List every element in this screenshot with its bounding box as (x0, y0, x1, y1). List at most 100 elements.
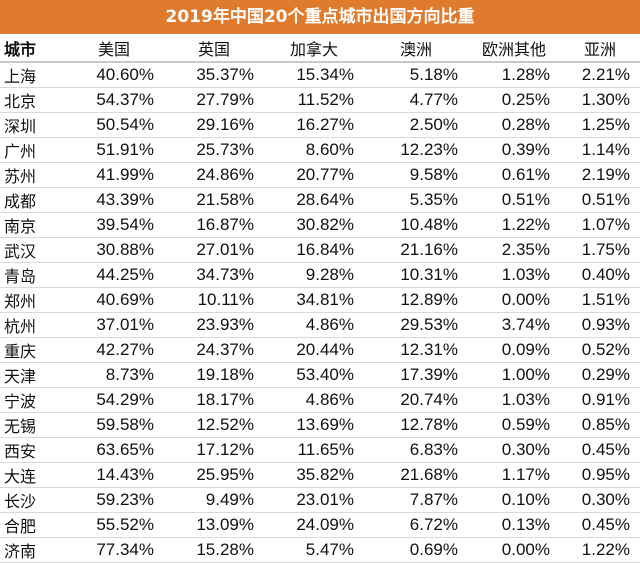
percent-cell: 59.58% (64, 412, 164, 438)
percent-cell: 13.09% (164, 512, 264, 538)
percent-cell: 30.82% (264, 212, 364, 238)
percent-cell: 54.29% (64, 387, 164, 413)
city-cell: 西安 (0, 437, 64, 463)
table-row: 郑州 40.69% 10.11% 34.81% 12.89% 0.00% 1.51% (0, 287, 640, 313)
city-cell: 重庆 (0, 337, 64, 363)
percent-cell: 16.27% (264, 112, 364, 138)
percent-cell: 40.69% (64, 287, 164, 313)
percent-cell: 27.79% (164, 87, 264, 113)
city-cell: 广州 (0, 137, 64, 163)
percent-cell: 42.27% (64, 337, 164, 363)
city-cell: 大连 (0, 462, 64, 488)
percent-cell: 21.58% (164, 187, 264, 213)
percent-cell: 20.74% (364, 387, 468, 413)
percent-cell: 0.51% (560, 187, 640, 213)
percent-cell: 2.35% (468, 237, 560, 263)
percent-cell: 1.00% (468, 362, 560, 388)
percent-cell: 2.21% (560, 62, 640, 88)
table-row: 长沙 59.23% 9.49% 23.01% 7.87% 0.10% 0.30% (0, 487, 640, 513)
column-header-city: 城市 (0, 34, 64, 63)
percent-cell: 0.39% (468, 137, 560, 163)
percent-cell: 10.31% (364, 262, 468, 288)
percent-cell: 35.82% (264, 462, 364, 488)
percent-cell: 1.28% (468, 62, 560, 88)
data-table: 城市 美国 英国 加拿大 澳洲 欧洲其他 亚洲 上海 40.60% 35.37% 15.34% 5.… (0, 34, 640, 563)
percent-cell: 63.65% (64, 437, 164, 463)
percent-cell: 0.30% (468, 437, 560, 463)
percent-cell: 21.16% (364, 237, 468, 263)
percent-cell: 0.29% (560, 362, 640, 388)
percent-cell: 51.91% (64, 137, 164, 163)
percent-cell: 12.23% (364, 137, 468, 163)
city-cell: 苏州 (0, 162, 64, 188)
percent-cell: 39.54% (64, 212, 164, 238)
percent-cell: 11.52% (264, 87, 364, 113)
table-row: 杭州 37.01% 23.93% 4.86% 29.53% 3.74% 0.93% (0, 312, 640, 338)
percent-cell: 25.95% (164, 462, 264, 488)
percent-cell: 12.52% (164, 412, 264, 438)
city-cell: 长沙 (0, 487, 64, 513)
percent-cell: 1.30% (560, 87, 640, 113)
percent-cell: 34.81% (264, 287, 364, 313)
percent-cell: 0.51% (468, 187, 560, 213)
percent-cell: 15.28% (164, 537, 264, 563)
percent-cell: 24.86% (164, 162, 264, 188)
percent-cell: 1.25% (560, 112, 640, 138)
percent-cell: 77.34% (64, 537, 164, 563)
percent-cell: 5.47% (264, 537, 364, 563)
percent-cell: 0.91% (560, 387, 640, 413)
city-cell: 杭州 (0, 312, 64, 338)
table-row: 无锡 59.58% 12.52% 13.69% 12.78% 0.59% 0.85% (0, 412, 640, 438)
column-header: 加拿大 (264, 34, 364, 63)
city-cell: 成都 (0, 187, 64, 213)
percent-cell: 21.68% (364, 462, 468, 488)
percent-cell: 29.53% (364, 312, 468, 338)
table-row: 广州 51.91% 25.73% 8.60% 12.23% 0.39% 1.14% (0, 137, 640, 163)
percent-cell: 3.74% (468, 312, 560, 338)
city-cell: 合肥 (0, 512, 64, 538)
city-cell: 北京 (0, 87, 64, 113)
percent-cell: 6.72% (364, 512, 468, 538)
percent-cell: 14.43% (64, 462, 164, 488)
table-row: 大连 14.43% 25.95% 35.82% 21.68% 1.17% 0.95% (0, 462, 640, 488)
percent-cell: 20.77% (264, 162, 364, 188)
percent-cell: 12.89% (364, 287, 468, 313)
city-cell: 深圳 (0, 112, 64, 138)
percent-cell: 41.99% (64, 162, 164, 188)
percent-cell: 29.16% (164, 112, 264, 138)
table-row: 成都 43.39% 21.58% 28.64% 5.35% 0.51% 0.51% (0, 187, 640, 213)
percent-cell: 6.83% (364, 437, 468, 463)
city-cell: 无锡 (0, 412, 64, 438)
percent-cell: 0.00% (468, 537, 560, 563)
city-cell: 南京 (0, 212, 64, 238)
city-cell: 郑州 (0, 287, 64, 313)
percent-cell: 0.45% (560, 512, 640, 538)
percent-cell: 50.54% (64, 112, 164, 138)
percent-cell: 23.01% (264, 487, 364, 513)
percent-cell: 28.64% (264, 187, 364, 213)
table-row: 北京 54.37% 27.79% 11.52% 4.77% 0.25% 1.30% (0, 87, 640, 113)
city-cell: 济南 (0, 537, 64, 563)
percent-cell: 0.13% (468, 512, 560, 538)
percent-cell: 35.37% (164, 62, 264, 88)
percent-cell: 9.49% (164, 487, 264, 513)
percent-cell: 0.95% (560, 462, 640, 488)
percent-cell: 9.58% (364, 162, 468, 188)
table-row: 深圳 50.54% 29.16% 16.27% 2.50% 0.28% 1.25% (0, 112, 640, 138)
percent-cell: 0.85% (560, 412, 640, 438)
percent-cell: 12.31% (364, 337, 468, 363)
percent-cell: 1.07% (560, 212, 640, 238)
city-cell: 宁波 (0, 387, 64, 413)
table-body: 上海 40.60% 35.37% 15.34% 5.18% 1.28% 2.21% 北京 54.… (0, 62, 640, 563)
percent-cell: 1.22% (468, 212, 560, 238)
percent-cell: 40.60% (64, 62, 164, 88)
table-row: 天津 8.73% 19.18% 53.40% 17.39% 1.00% 0.29% (0, 362, 640, 388)
percent-cell: 2.19% (560, 162, 640, 188)
percent-cell: 34.73% (164, 262, 264, 288)
percent-cell: 1.14% (560, 137, 640, 163)
percent-cell: 0.10% (468, 487, 560, 513)
city-cell: 武汉 (0, 237, 64, 263)
percent-cell: 10.48% (364, 212, 468, 238)
percent-cell: 4.86% (264, 387, 364, 413)
